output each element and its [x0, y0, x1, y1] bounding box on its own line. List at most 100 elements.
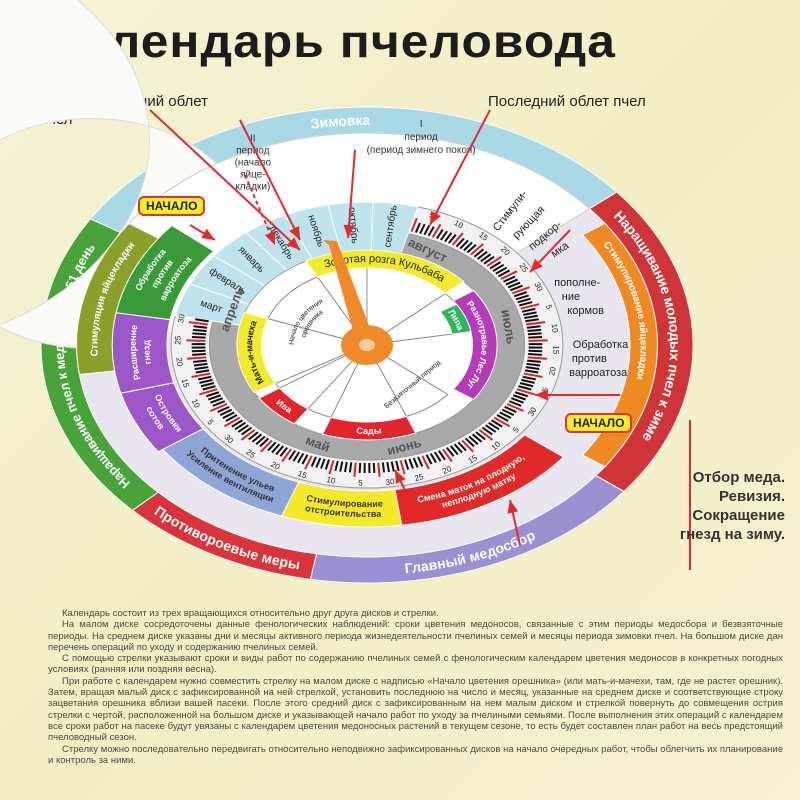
tick-mark: [517, 297, 531, 304]
tick-mark: [527, 356, 547, 360]
tick-mark: [202, 385, 216, 391]
tick-mark: [353, 462, 357, 477]
tick-mark: [427, 226, 435, 237]
tick-mark: [521, 378, 535, 384]
day-number: 10: [550, 323, 560, 333]
tick-mark: [320, 458, 326, 469]
tick-mark: [222, 411, 235, 419]
tick-mark: [377, 462, 381, 477]
tick-mark: [455, 237, 465, 248]
tick-mark: [475, 431, 486, 441]
tick-mark: [496, 414, 509, 422]
tick-mark: [297, 452, 305, 464]
tick-mark: [491, 419, 503, 428]
tick-mark: [516, 388, 535, 396]
month-label: июль: [498, 308, 519, 345]
work-note: пополне-: [554, 277, 601, 289]
tick-mark: [188, 321, 208, 326]
tick-mark: [521, 307, 536, 313]
tick-mark: [219, 408, 233, 416]
tick-mark: [344, 461, 348, 473]
tick-mark: [372, 462, 376, 473]
tick-mark: [493, 416, 510, 428]
work-note: Обработка: [573, 339, 629, 351]
day-number: 5: [205, 418, 215, 427]
arrow-head: [507, 500, 519, 514]
inner-band-label-text: гнезд: [141, 340, 153, 365]
tick-mark: [468, 435, 479, 445]
tick-mark: [431, 223, 442, 238]
tick-mark: [240, 429, 256, 441]
tick-mark: [191, 335, 206, 339]
tick-mark: [483, 255, 495, 265]
day-number: 5: [544, 304, 554, 311]
tick-mark: [234, 421, 246, 431]
tick-mark: [212, 400, 226, 407]
tick-mark: [259, 439, 273, 453]
tick-mark: [348, 462, 353, 473]
work-note: варроатоза: [569, 367, 628, 379]
tick-mark: [209, 403, 228, 412]
tick-mark: [267, 441, 277, 452]
tick-mark: [524, 314, 538, 320]
tick-mark: [481, 426, 493, 436]
tick-mark: [192, 353, 206, 356]
tick-mark: [492, 263, 505, 272]
tick-mark: [310, 456, 317, 467]
tick-mark: [248, 431, 259, 441]
tick-mark: [477, 250, 488, 260]
outer-band-label-text: Зимовка: [310, 112, 371, 132]
tick-mark: [421, 455, 430, 470]
tick-mark: [217, 405, 230, 413]
tick-mark: [503, 275, 516, 283]
arrow-head: [289, 226, 300, 240]
wintering-period-2: кладки): [235, 182, 270, 193]
tick-mark: [459, 239, 469, 250]
tick-mark: [513, 291, 528, 298]
tick-mark: [195, 369, 210, 374]
tick-mark: [464, 437, 475, 448]
tick-mark: [514, 391, 528, 398]
tick-mark: [358, 462, 362, 473]
tick-mark: [507, 281, 521, 289]
tick-mark: [449, 445, 459, 456]
arrow-head: [395, 470, 406, 484]
tick-mark: [199, 388, 218, 396]
tick-mark: [436, 229, 444, 240]
tick-mark: [259, 437, 270, 448]
tick-mark: [461, 439, 475, 453]
description-paragraph: При работе с календарем нужно совместить…: [48, 675, 783, 744]
tick-mark: [224, 416, 241, 428]
tick-mark: [510, 397, 524, 404]
arrow-head: [343, 224, 355, 238]
pointer-pin: [359, 339, 375, 351]
tick-mark: [414, 222, 421, 233]
tick-mark: [275, 445, 285, 456]
tick-mark: [386, 461, 390, 473]
tick-mark: [433, 451, 442, 462]
tick-mark: [187, 356, 207, 360]
tick-mark: [509, 284, 523, 292]
wintering-period-2: II: [250, 134, 256, 145]
tick-mark: [522, 375, 537, 381]
wintering-period-1: (период зимнего покоя): [367, 145, 476, 156]
tick-mark: [292, 451, 301, 462]
tick-mark: [526, 325, 541, 329]
tick-mark: [255, 435, 266, 445]
tick-mark: [440, 230, 448, 241]
tick-mark: [210, 397, 224, 404]
tick-mark: [381, 462, 386, 473]
tick-mark: [497, 269, 511, 278]
tick-mark: [304, 455, 313, 470]
tick-mark: [197, 375, 212, 381]
day-number: 15: [180, 378, 191, 390]
day-number: 10: [326, 475, 337, 486]
tick-mark: [199, 378, 213, 384]
inner-band-7: [76, 222, 160, 376]
tick-mark: [412, 457, 419, 468]
tick-mark: [271, 443, 281, 454]
tick-mark: [334, 460, 339, 472]
tick-mark: [417, 456, 424, 467]
day-number: 25: [414, 472, 426, 483]
arrow-head: [530, 258, 543, 272]
